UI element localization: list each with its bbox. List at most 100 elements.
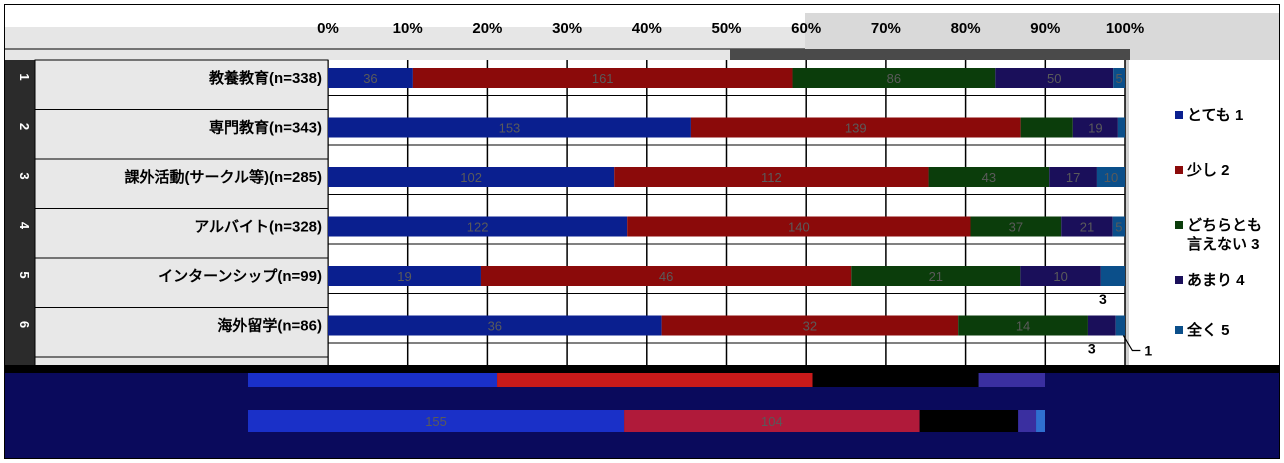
overlay-segment: [248, 373, 498, 387]
overlay-segment: [1018, 410, 1037, 432]
rank-cell: [5, 208, 35, 258]
overlay-segment: [248, 410, 625, 432]
rank-label: 5: [17, 271, 32, 278]
category-label: 課外活動(サークル等)(n=285): [125, 168, 322, 186]
legend-label: 言えない 3: [1187, 235, 1260, 253]
data-label: 139: [845, 121, 867, 136]
rank-label: 2: [17, 123, 32, 130]
rank-cell: [5, 258, 35, 308]
overlay-data-label: 104: [761, 414, 783, 429]
header-band: [5, 27, 805, 60]
data-label: 37: [1009, 220, 1023, 235]
bar-segment: [328, 167, 615, 187]
x-tick-label: 50%: [711, 20, 741, 37]
data-label: 43: [982, 170, 996, 185]
stacked-bar-chart: 0% 10% 20% 30% 40% 50% 60% 70% 80% 90% 100% 1 教養教育(…: [5, 5, 1279, 458]
bar-segment: [1020, 117, 1073, 138]
overlay-segment: [497, 373, 813, 387]
data-label: 122: [467, 220, 489, 235]
legend-swatch: [1175, 166, 1183, 174]
legend-label: とても 1: [1187, 107, 1243, 124]
category-cell: [34, 307, 329, 358]
bar-segment: [792, 68, 996, 88]
overlay-segment: [978, 373, 1045, 387]
data-label: 161: [592, 71, 614, 86]
data-label: 153: [499, 121, 521, 136]
data-label: 14: [1016, 319, 1030, 334]
bar-segment: [928, 167, 1050, 187]
bar-segment: [328, 117, 691, 138]
data-label: 21: [1080, 220, 1094, 235]
bar-segment: [1020, 266, 1101, 286]
legend-panel-edge: [1125, 60, 1129, 370]
bar-segment: [690, 117, 1021, 138]
outside-label: 1: [1144, 343, 1152, 359]
x-tick-label: 100%: [1106, 20, 1144, 37]
category-label: 海外留学(n=86): [217, 317, 322, 335]
data-label: 46: [659, 269, 673, 284]
x-tick-label: 40%: [632, 20, 662, 37]
data-label: 5: [1115, 71, 1122, 86]
data-label: 10: [1053, 269, 1067, 284]
data-label: 140: [788, 220, 810, 235]
bar-segment: [1100, 266, 1125, 286]
data-label: 50: [1047, 71, 1061, 86]
legend-label: 少し 2: [1186, 161, 1230, 179]
legend-swatch: [1175, 111, 1183, 119]
bar-segment: [328, 266, 481, 286]
bar-segment: [1115, 315, 1125, 336]
overlay-data-label: 155: [425, 414, 447, 429]
outside-label: 3: [1088, 341, 1096, 357]
overlay-panel: 155 104: [5, 365, 1279, 458]
legend-label: あまり 4: [1187, 272, 1245, 289]
outside-label: 3: [1099, 291, 1107, 307]
rank-cell: [5, 159, 35, 209]
bar-segment: [661, 315, 959, 336]
bar-segment: [1072, 117, 1118, 138]
bar-segment: [1061, 216, 1113, 237]
x-tick-label: 90%: [1030, 20, 1060, 37]
data-label: 112: [761, 170, 782, 185]
x-tick-label: 60%: [791, 20, 821, 37]
overlay-segment: [919, 410, 1019, 432]
overlay-segment: [1036, 410, 1045, 432]
x-tick-label: 20%: [472, 20, 502, 37]
data-label: 86: [887, 71, 901, 86]
x-tick-label: 10%: [393, 20, 423, 37]
legend-panel-bg: [1125, 60, 1279, 370]
legend-swatch: [1175, 221, 1183, 229]
data-label: 32: [803, 319, 817, 334]
x-tick-label: 80%: [951, 20, 981, 37]
bar-segment: [1087, 315, 1116, 336]
bar-segment: [627, 216, 971, 237]
bar-segment: [958, 315, 1088, 336]
data-label: 21: [929, 269, 943, 284]
overlay-top-border: [5, 365, 1279, 373]
bar-segment: [970, 216, 1062, 237]
rank-cell: [5, 307, 35, 357]
category-cell: [34, 109, 329, 160]
bar-segment: [412, 68, 793, 88]
bar-segment: [1117, 117, 1125, 138]
data-label: 5: [1115, 220, 1122, 235]
data-label: 36: [363, 71, 377, 86]
x-tick-label: 70%: [871, 20, 901, 37]
category-label: インターンシップ(n=99): [158, 268, 322, 285]
bar-segment: [328, 315, 662, 336]
bar-segment: [1113, 68, 1125, 88]
category-cell: [34, 158, 329, 209]
bar-segment: [1112, 216, 1125, 237]
bar-segment: [328, 216, 628, 237]
rank-cell: [5, 60, 35, 110]
category-label: 専門教育(n=343): [209, 119, 322, 137]
data-label: 19: [397, 269, 411, 284]
bar-segment: [328, 68, 413, 88]
rank-label: 6: [17, 321, 32, 328]
header-dark-strip: [730, 49, 1130, 60]
data-label: 10: [1104, 170, 1118, 185]
legend-label: どちらとも: [1187, 217, 1262, 234]
legend-swatch: [1175, 276, 1183, 284]
rank-label: 3: [17, 172, 32, 179]
